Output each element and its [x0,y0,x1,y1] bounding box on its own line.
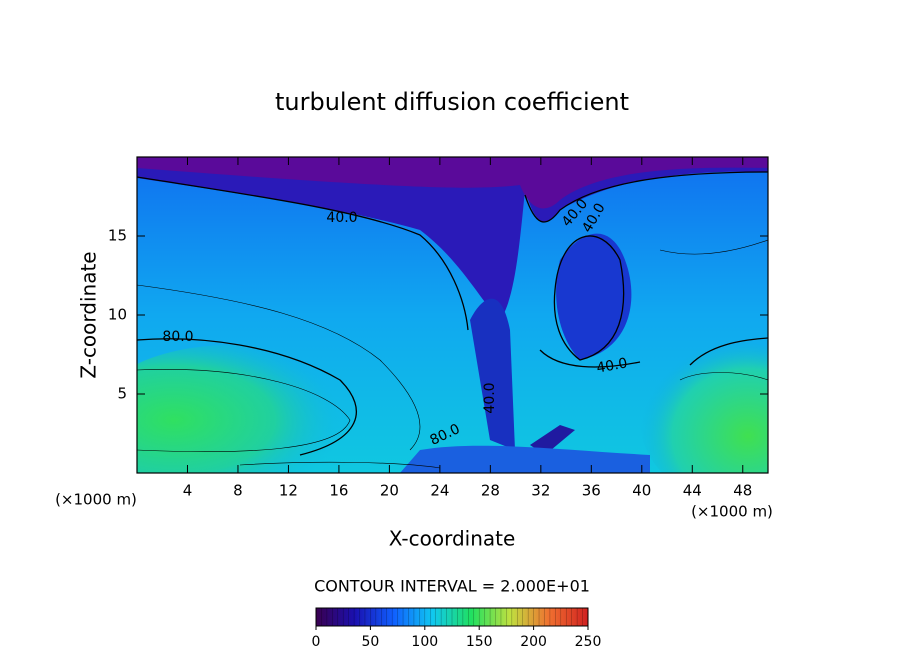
colorbar-tick-label: 200 [520,634,547,650]
contour-field [137,157,768,473]
colorbar-tick-label: 0 [312,634,321,650]
contour-label-text: 40.0 [482,382,498,413]
colorbar-tick-label: 150 [466,634,493,650]
contour-label: 40.0 [326,210,357,226]
x-tick-label: 44 [683,482,702,500]
x-tick-label: 20 [380,482,399,500]
colorbar-tick-label: 250 [575,634,602,650]
x-tick-label: 36 [582,482,601,500]
x-tick-label: 40 [632,482,651,500]
contour-label-text: 80.0 [162,329,193,345]
y-unit: (×1000 m) [55,491,137,509]
y-axis-label: Z-coordinate [77,251,101,378]
x-tick-label: 12 [279,482,298,500]
chart-title: turbulent diffusion coefficient [275,88,629,116]
x-tick-label: 32 [531,482,550,500]
x-tick-label: 28 [481,482,500,500]
contour-label: 40.0 [482,382,498,413]
contour-label-text: 40.0 [326,210,357,226]
contour-label: 40.0 [595,355,628,376]
x-tick-label: 8 [233,482,243,500]
x-unit: (×1000 m) [691,503,773,521]
x-tick-label: 48 [733,482,752,500]
contour-label-text: 40.0 [595,355,628,376]
x-tick-label: 4 [183,482,193,500]
x-tick-label: 24 [430,482,449,500]
colorbar-tick-label: 100 [411,634,438,650]
x-tick-label: 16 [329,482,348,500]
y-tick-label: 5 [117,385,127,403]
colorbar-tick-label: 50 [361,634,379,650]
y-tick-label: 10 [108,306,127,324]
contour-interval: CONTOUR INTERVAL = 2.000E+01 [314,577,590,596]
y-tick-label: 15 [108,227,127,245]
x-axis-label: X-coordinate [389,527,516,551]
contour-label: 80.0 [162,329,193,345]
